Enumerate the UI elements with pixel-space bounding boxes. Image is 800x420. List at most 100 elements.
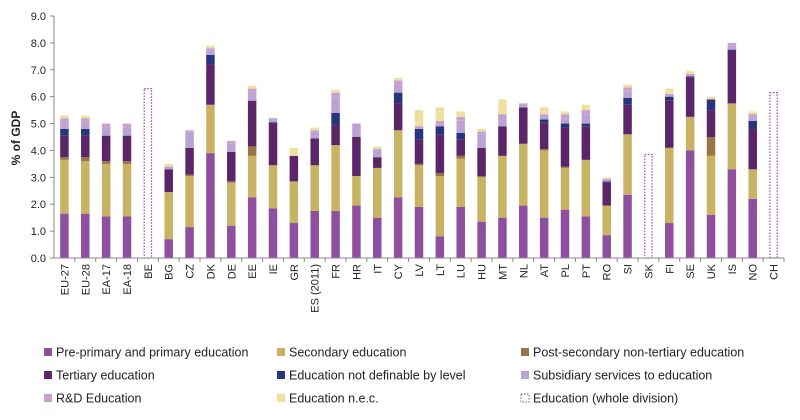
legend-item: Subsidiary services to education xyxy=(521,369,712,383)
y-tick-label: 9.0 xyxy=(31,11,46,23)
bar-segment xyxy=(706,214,716,258)
bar-segment xyxy=(477,221,486,258)
bar-segment xyxy=(227,141,236,144)
bar-segment xyxy=(122,127,132,136)
bar-group-it xyxy=(373,146,382,258)
bar-group-ch xyxy=(769,92,778,259)
bar-segment xyxy=(164,239,173,258)
bar-group-cy xyxy=(393,77,403,258)
bar-segment xyxy=(60,118,69,123)
bar-segment xyxy=(206,64,215,105)
bar-segment xyxy=(185,174,194,176)
bar-group-lt xyxy=(435,107,445,258)
bar-segment xyxy=(185,130,194,132)
x-tick-label: IS xyxy=(727,264,739,274)
legend-swatch xyxy=(44,371,52,379)
bar-segment xyxy=(560,209,570,258)
bar-segment xyxy=(706,137,716,156)
bar-group-dk xyxy=(206,45,215,258)
x-tick-label: AT xyxy=(539,264,551,278)
bar-segment xyxy=(310,132,319,139)
bar-segment xyxy=(748,118,757,121)
bar-segment xyxy=(81,122,90,129)
bar-segment xyxy=(331,92,340,97)
bar-group-sk xyxy=(644,153,653,259)
bar-segment xyxy=(81,135,90,158)
bar-segment xyxy=(748,128,757,170)
bar-segment xyxy=(289,147,299,156)
bar-group-hr xyxy=(352,123,361,258)
bar-segment xyxy=(706,155,716,215)
bar-segment xyxy=(268,165,278,209)
legend-swatch xyxy=(520,393,530,403)
bar-group-bg xyxy=(164,163,173,258)
x-tick-label: FR xyxy=(331,264,343,279)
bar-group-pl xyxy=(560,111,570,258)
bar-segment xyxy=(498,217,507,258)
bar-group-eu-28 xyxy=(81,115,90,258)
bar-segment xyxy=(101,137,111,162)
bar-segment xyxy=(560,166,570,168)
bar-segment xyxy=(519,205,528,258)
bar-segment xyxy=(289,155,299,182)
x-tick-label: BG xyxy=(164,264,176,280)
bar-group-ro xyxy=(602,177,611,258)
bar-segment xyxy=(122,163,132,217)
bar-segment xyxy=(685,76,695,78)
bar-group-mt xyxy=(498,99,507,258)
x-tick-label: UK xyxy=(706,263,718,279)
bar-segment xyxy=(373,217,382,258)
bar-segment xyxy=(185,175,194,228)
bar-segment xyxy=(665,93,674,97)
plot-area xyxy=(60,42,778,259)
bar-segment xyxy=(435,126,445,135)
x-tick-label: EA-17 xyxy=(101,264,113,295)
bar-segment xyxy=(539,114,549,120)
bar-segment xyxy=(706,110,716,137)
x-tick-label: RO xyxy=(602,264,614,281)
bar-segment xyxy=(414,128,424,140)
bar-segment xyxy=(477,128,486,132)
bar-segment xyxy=(602,181,611,183)
bar-segment xyxy=(477,175,486,178)
bar-segment xyxy=(623,91,632,99)
y-tick-label: 0.0 xyxy=(31,253,46,265)
bar-segment xyxy=(310,165,319,211)
bar-segment xyxy=(331,96,340,113)
bar-segment xyxy=(685,77,695,117)
bar-segment xyxy=(539,122,549,150)
x-tick-label: CZ xyxy=(185,264,197,279)
bar-segment xyxy=(122,161,132,164)
x-tick-label: SK xyxy=(643,263,655,278)
bar-segment xyxy=(727,49,737,51)
bar-segment xyxy=(665,223,674,258)
bar-segment xyxy=(519,103,528,108)
legend-swatch xyxy=(277,394,285,402)
bar-segment xyxy=(623,84,632,88)
bar-segment xyxy=(185,147,194,175)
bar-segment xyxy=(310,210,319,258)
bar-segment xyxy=(164,169,173,193)
bar-segment xyxy=(456,120,465,133)
bar-segment xyxy=(623,87,632,92)
x-tick-label: EU-27 xyxy=(59,264,71,295)
bar-segment xyxy=(456,139,465,156)
bar-segment xyxy=(560,111,570,115)
bar-segment xyxy=(498,155,507,218)
legend-swatch xyxy=(277,371,285,379)
bar-segment xyxy=(60,159,69,214)
bar-segment xyxy=(581,114,591,124)
bar-segment xyxy=(560,118,570,124)
bar-segment xyxy=(581,110,591,115)
bar-segment xyxy=(477,177,486,222)
bar-segment xyxy=(247,88,257,93)
y-tick-label: 4.0 xyxy=(31,145,46,157)
bar-segment xyxy=(352,205,361,258)
bar-segment xyxy=(101,123,111,128)
bar-segment xyxy=(331,89,340,93)
bar-segment xyxy=(727,103,737,170)
bar-segment xyxy=(665,100,674,148)
bar-segment xyxy=(289,181,299,224)
y-tick-label: 3.0 xyxy=(31,172,46,184)
